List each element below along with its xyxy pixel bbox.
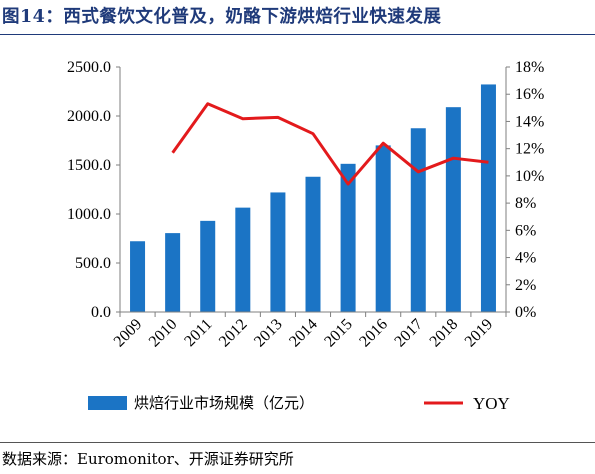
right-tick-label: 2% xyxy=(515,277,536,294)
axes xyxy=(119,67,507,317)
legend-bar-label: 烘焙行业市场规模（亿元） xyxy=(134,394,314,412)
title-divider xyxy=(0,34,595,35)
yoy-line xyxy=(171,102,489,186)
bar-series xyxy=(130,84,496,313)
x-tick-label: 2016 xyxy=(356,316,391,351)
left-tick-label: 2000.0 xyxy=(67,108,111,125)
right-tick-label: 8% xyxy=(515,195,536,212)
x-tick-label: 2011 xyxy=(181,316,215,350)
figure-title: 图14：西式餐饮文化普及，奶酪下游烘焙行业快速发展 xyxy=(2,7,442,27)
right-tick-label: 14% xyxy=(515,113,544,130)
right-tick-label: 18% xyxy=(515,59,544,76)
x-axis-ticks: 2009 2010 2011 2012 2013 2014 2015 2016 2017 2018… xyxy=(111,316,497,351)
left-tick-label: 0.0 xyxy=(91,304,111,321)
legend-line-label: YOY xyxy=(473,394,510,413)
legend: 烘焙行业市场规模（亿元） YOY xyxy=(88,394,510,413)
right-tick-label: 10% xyxy=(515,168,544,185)
x-tick-label: 2017 xyxy=(391,316,426,351)
x-tick-label: 2012 xyxy=(216,316,251,351)
bar-2012 xyxy=(235,207,251,312)
right-tick-label: 4% xyxy=(515,250,536,267)
right-tick-label: 12% xyxy=(515,141,544,158)
bar-2016 xyxy=(375,145,391,312)
bar-2017 xyxy=(410,128,426,312)
left-tick-label: 2500.0 xyxy=(67,59,111,76)
right-tick-label: 0% xyxy=(515,304,536,321)
legend-bar-swatch xyxy=(88,396,127,410)
bar-2018 xyxy=(445,107,461,313)
bar-2014 xyxy=(305,176,321,312)
left-tick-label: 1000.0 xyxy=(67,206,111,223)
x-tick-label: 2010 xyxy=(146,316,181,351)
source-note: 数据来源：Euromonitor、开源证券研究所 xyxy=(2,450,294,468)
x-tick-label: 2013 xyxy=(251,316,286,351)
left-tick-label: 1500.0 xyxy=(67,157,111,174)
x-tick-label: 2014 xyxy=(286,316,321,351)
x-tick-label: 2009 xyxy=(111,316,146,351)
bar-2009 xyxy=(130,241,146,312)
left-tick-label: 500.0 xyxy=(75,255,111,272)
bar-2013 xyxy=(270,192,286,312)
x-tick-label: 2015 xyxy=(321,316,356,351)
left-axis-ticks: 0.0 500.0 1000.0 1500.0 2000.0 2500.0 xyxy=(67,59,120,321)
bar-2019 xyxy=(480,84,496,312)
source-divider xyxy=(0,442,595,443)
x-tick-label: 2018 xyxy=(427,316,462,351)
x-tick-label: 2019 xyxy=(462,316,497,351)
right-tick-label: 16% xyxy=(515,86,544,103)
bar-2015 xyxy=(340,163,356,312)
bar-2011 xyxy=(200,220,216,312)
right-axis-ticks: 0% 2% 4% 6% 8% 10% 12% 14% 16% 18% xyxy=(506,59,544,321)
chart: 0.0 500.0 1000.0 1500.0 2000.0 2500.0 0% 2% 4% 6… xyxy=(67,59,544,413)
right-tick-label: 6% xyxy=(515,222,536,239)
bar-2010 xyxy=(165,233,181,312)
